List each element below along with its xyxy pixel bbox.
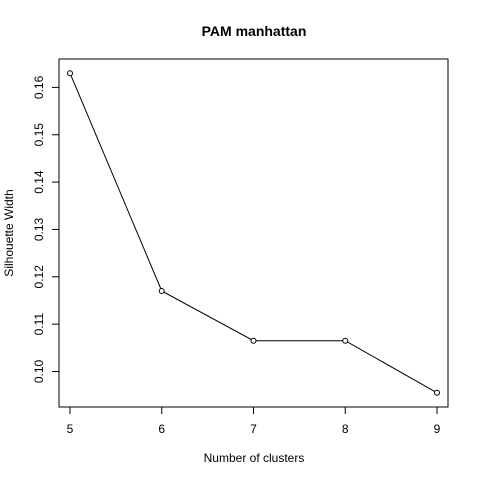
x-tick-label: 6 [158, 422, 165, 436]
x-tick-label: 9 [434, 422, 441, 436]
data-point [251, 338, 256, 343]
x-tick-label: 7 [250, 422, 257, 436]
y-tick-label: 0.13 [32, 217, 46, 241]
y-tick-label: 0.10 [32, 359, 46, 383]
x-axis-label: Number of clusters [204, 451, 305, 465]
y-axis-label: Silhouette Width [2, 189, 16, 276]
y-tick-label: 0.14 [32, 170, 46, 194]
x-tick-label: 8 [342, 422, 349, 436]
chart-title: PAM manhattan [202, 23, 307, 39]
data-point [159, 289, 164, 294]
data-point [434, 390, 439, 395]
data-point [343, 338, 348, 343]
y-tick-label: 0.15 [32, 123, 46, 147]
x-tick-label: 5 [67, 422, 74, 436]
y-tick-label: 0.12 [32, 265, 46, 289]
y-tick-label: 0.11 [32, 313, 46, 336]
y-tick-label: 0.16 [32, 75, 46, 99]
data-point [68, 71, 73, 76]
